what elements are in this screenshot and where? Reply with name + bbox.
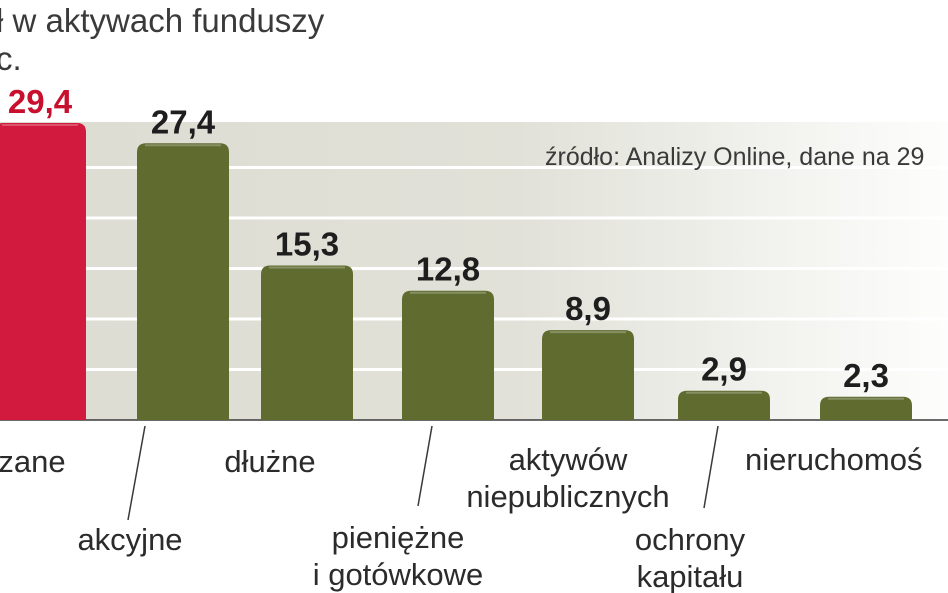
value-label-4: 12,8 — [416, 251, 480, 288]
value-label-5: 8,9 — [565, 290, 611, 327]
value-label-1: 29,4 — [8, 83, 73, 120]
category-label-6-line-2: kapitału — [637, 559, 744, 593]
category-label-4-line-1: pieniężne — [332, 520, 465, 555]
category-label-2: akcyjne — [77, 522, 182, 557]
leader-line-6 — [703, 425, 719, 509]
value-label-6: 2,9 — [701, 351, 747, 388]
value-label-7: 2,3 — [843, 357, 889, 394]
category-label-1: zane — [0, 444, 66, 479]
chart-title-line-2: c. — [0, 40, 22, 77]
source-note: źródło: Analizy Online, dane na 29 — [545, 143, 925, 171]
category-label-5-line-2: niepublicznych — [466, 479, 669, 514]
bar-6 — [678, 390, 770, 420]
bar-1 — [0, 123, 86, 420]
bar-5 — [542, 330, 634, 420]
category-label-7: nieruchomoś — [745, 442, 922, 477]
category-label-3: dłużne — [224, 444, 315, 479]
leader-line-4 — [417, 425, 433, 507]
chart-title-line-1: ł w aktywach funduszy — [0, 2, 325, 39]
leader-line-2 — [127, 425, 146, 521]
value-label-3: 15,3 — [275, 225, 339, 262]
bar-4 — [402, 290, 494, 420]
value-label-2: 27,4 — [151, 103, 216, 140]
bar-7 — [820, 396, 912, 420]
bar-2 — [137, 143, 229, 420]
bar-3 — [261, 265, 353, 420]
category-label-5-line-1: aktywów — [509, 442, 628, 477]
category-label-4-line-2: i gotówkowe — [313, 557, 484, 592]
category-label-6-line-1: ochrony — [635, 522, 746, 557]
